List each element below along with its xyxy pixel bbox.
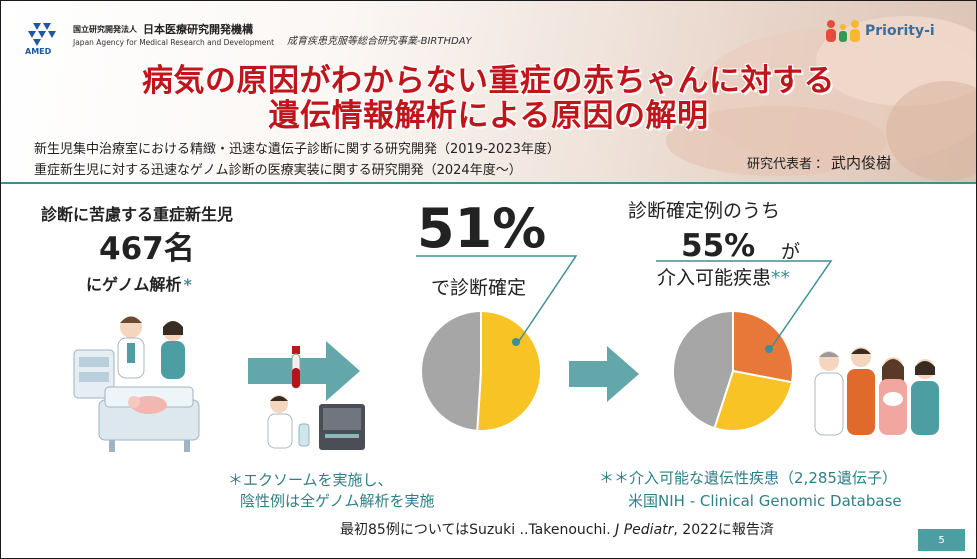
reference-authors: 最初85例についてはSuzuki ..Takenouchi. — [340, 522, 616, 538]
title-line-2: 遺伝情報解析による原因の解明 — [268, 98, 709, 134]
diagnosis-label: で診断確定 — [431, 277, 527, 299]
actionable-footnote-mark: ** — [771, 267, 791, 289]
page-number: 5 — [918, 529, 965, 551]
lab-sequencer-illustration — [267, 395, 365, 450]
nicu-doctors-illustration — [73, 316, 200, 452]
leader-dot-51 — [512, 338, 520, 346]
flow-arrow-1-icon — [248, 341, 360, 401]
genome-analysis-text: にゲノム解析 — [86, 275, 182, 294]
priority-text: Priority-i — [865, 23, 935, 39]
lead-text: 診断に苦慮する重症新生児 — [41, 205, 234, 224]
reference-tail: , 2022に報告済 — [673, 522, 774, 538]
header-divider — [1, 182, 976, 184]
reference: 最初85例についてはSuzuki ..Takenouchi. J Pediatr… — [340, 519, 774, 539]
confirmed-cases-heading: 診断確定例のうち — [628, 200, 781, 222]
pie2-slice-2 — [713, 369, 794, 432]
pie1-slice-2 — [420, 309, 482, 432]
subtitle-line-2: 重症新生児に対する迅速なゲノム診断の医療実装に関する研究開発（2024年度〜） — [34, 163, 522, 178]
genome-footnote-mark: * — [183, 275, 192, 294]
genome-analysis-label: にゲノム解析 * — [86, 271, 192, 295]
amed-logo-label: AMED — [25, 47, 52, 55]
blood-tube-icon — [291, 346, 301, 389]
footnote-2-line-2: 米国NIH - Clinical Genomic Database — [628, 492, 902, 510]
pi-name: 武内俊樹 — [831, 154, 892, 172]
pi-separator: ： — [815, 157, 829, 172]
actionable-pie-chart — [672, 309, 794, 432]
diagnosis-pie-chart — [420, 309, 542, 432]
family-doctor-illustration — [814, 347, 939, 436]
org-type: 国立研究開発法人 — [73, 25, 137, 34]
flow-arrow-2-icon — [569, 346, 639, 402]
actionable-rate: 55% — [681, 228, 756, 264]
footnote-1-line-2: 陰性例は全ゲノム解析を実施 — [240, 492, 435, 510]
footnote-2-line-1: ＊＊介入可能な遺伝性疾患（2,285遺伝子） — [599, 469, 897, 487]
diagnosis-rate: 51% — [417, 197, 547, 260]
patient-count: 467名 — [99, 231, 195, 267]
title-line-1: 病気の原因がわからない重症の赤ちゃんに対する — [142, 63, 835, 99]
principal-investigator: 研究代表者：武内俊樹 — [747, 152, 891, 173]
actionable-label: 介入可能疾患** — [657, 263, 790, 290]
org-name-en: Japan Agency for Medical Research and De… — [73, 38, 275, 47]
pie1-slice-1 — [476, 309, 542, 432]
subtitle-line-1: 新生児集中治療室における精緻・迅速な遺伝子診断に関する研究開発（2019-202… — [34, 142, 560, 157]
pie2-slice-1 — [732, 309, 794, 384]
actionable-text: 介入可能疾患 — [657, 267, 772, 289]
amed-logo-icon: AMED — [25, 23, 56, 55]
program-name: 成育疾患克服等総合研究事業-BIRTHDAY — [287, 36, 472, 47]
priority-i-logo: Priority-i — [824, 19, 935, 43]
reference-journal: J Pediatr — [615, 522, 674, 538]
leader-line-55 — [656, 260, 833, 349]
org-name: 日本医療研究開発機構 — [143, 23, 253, 36]
priority-people-icon — [826, 20, 860, 42]
particle-ga: が — [781, 241, 801, 263]
header-banner: AMED 国立研究開発法人 日本医療研究開発機構 Japan Agency fo… — [1, 1, 976, 182]
leader-line-51 — [416, 255, 578, 342]
pie2-slice-3 — [672, 309, 734, 430]
leader-dot-55 — [765, 345, 773, 353]
pi-label: 研究代表者 — [747, 157, 813, 172]
footnote-1-line-1: ＊エクソームを実施し、 — [228, 471, 393, 489]
